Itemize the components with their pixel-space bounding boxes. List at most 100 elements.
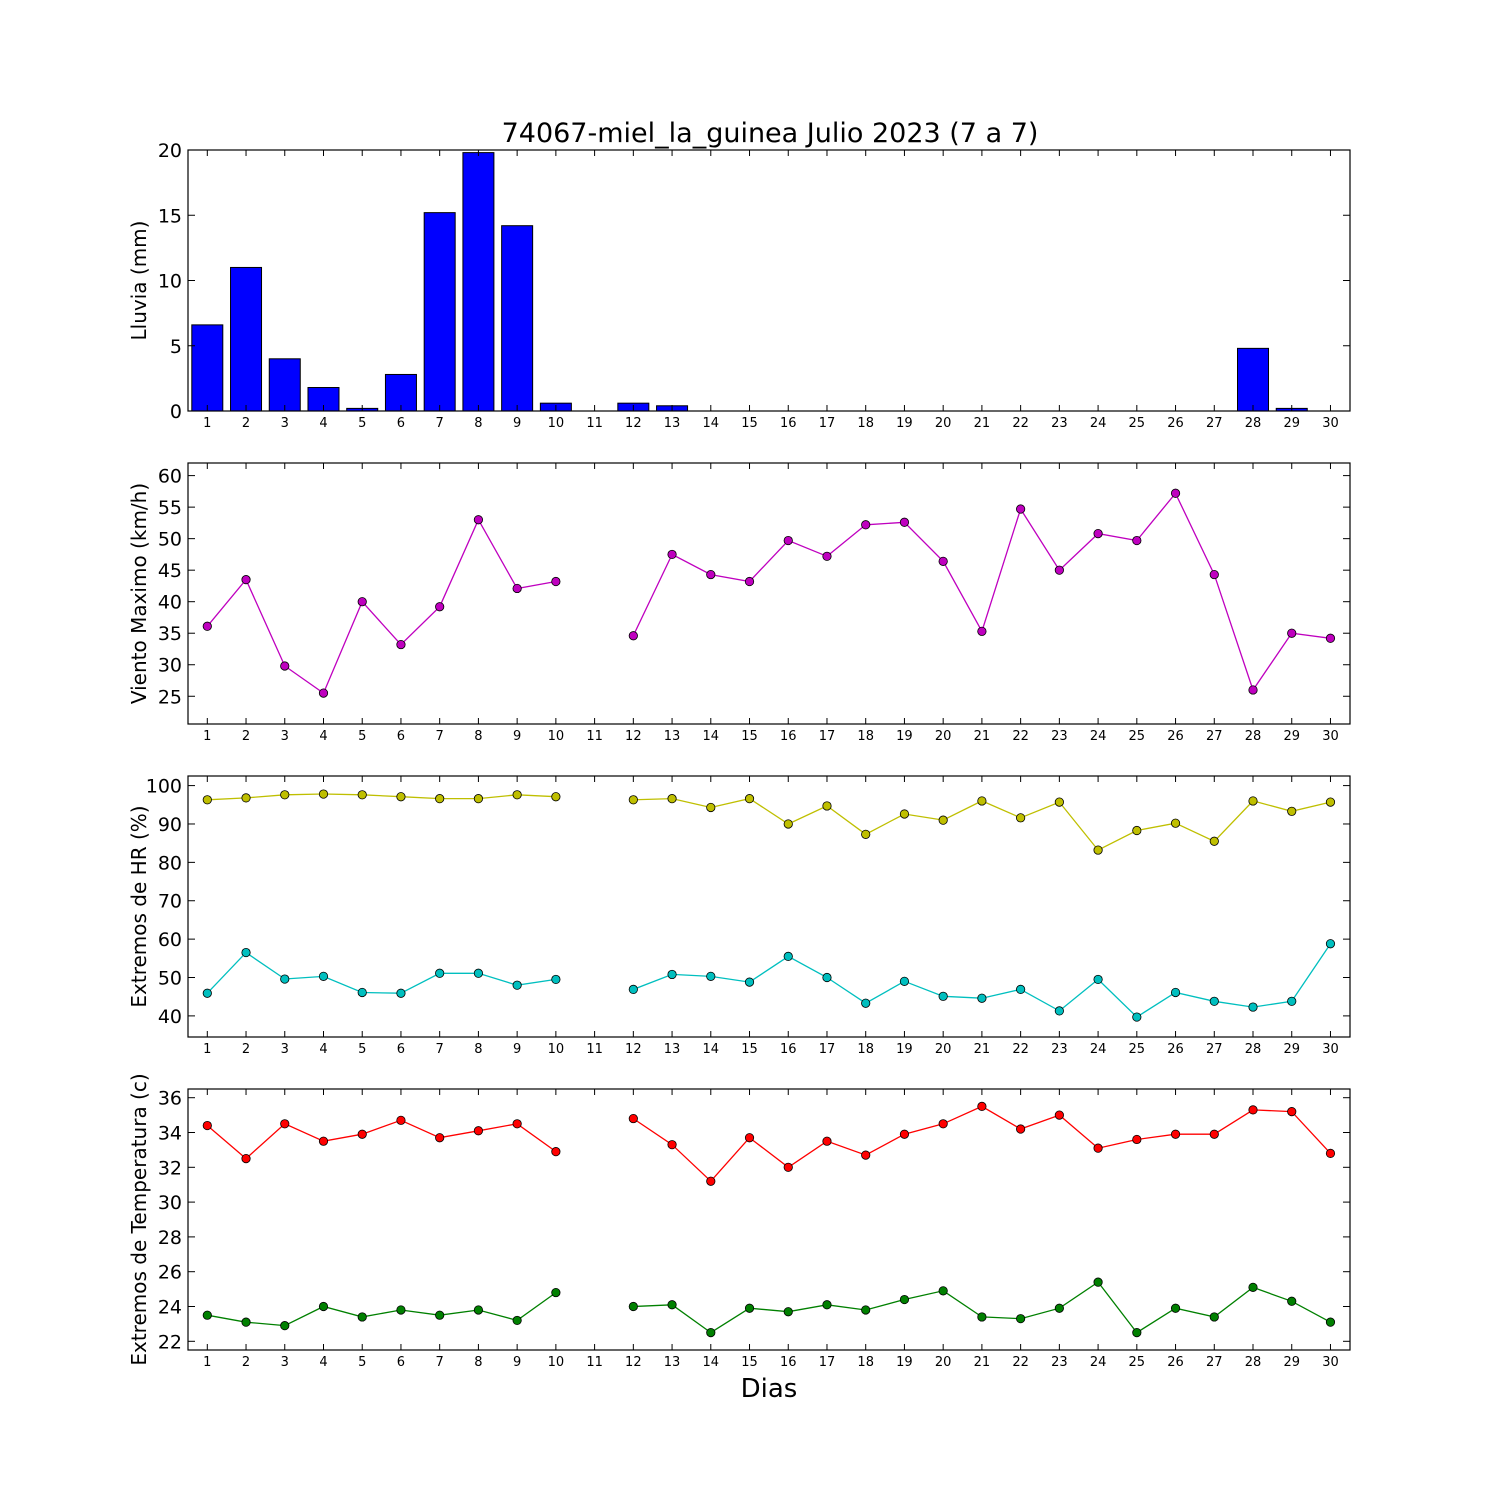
data-point	[512, 980, 522, 990]
x-tick-label: 30	[1322, 1355, 1339, 1370]
data-point	[202, 1310, 212, 1320]
x-tick-label: 1	[203, 1042, 211, 1057]
data-point	[667, 1140, 677, 1150]
data-point	[357, 790, 367, 800]
x-tick-label: 30	[1322, 729, 1339, 744]
data-point	[318, 1136, 329, 1146]
data-point	[1170, 1303, 1181, 1313]
x-tick-label: 3	[281, 729, 289, 744]
x-tick-label: 6	[397, 1042, 405, 1057]
x-tick-label: 30	[1322, 416, 1339, 431]
data-point	[899, 517, 910, 527]
data-point	[512, 1315, 522, 1326]
x-tick-label: 19	[896, 1042, 913, 1057]
x-tick-label: 3	[281, 1355, 289, 1370]
rain-bar	[191, 324, 224, 412]
y-tick-label: 35	[158, 623, 182, 645]
x-tick-label: 11	[586, 729, 603, 744]
x-tick-label: 20	[935, 1042, 952, 1057]
series-line	[632, 1105, 1331, 1183]
data-point	[1248, 1282, 1258, 1292]
x-tick-label: 29	[1283, 1042, 1300, 1057]
x-tick-label: 12	[625, 729, 642, 744]
x-tick-label: 8	[474, 1042, 482, 1057]
x-tick-label: 24	[1090, 416, 1107, 431]
x-tick-label: 8	[474, 729, 482, 744]
data-point	[628, 1113, 638, 1124]
data-point	[744, 794, 755, 804]
x-tick-label: 26	[1167, 729, 1184, 744]
data-point	[1054, 565, 1064, 575]
rain-bar	[462, 152, 495, 412]
data-point	[783, 951, 793, 961]
data-point	[318, 1301, 329, 1312]
x-tick-label: 22	[1012, 729, 1029, 744]
data-point	[628, 795, 638, 805]
data-point	[1170, 488, 1181, 498]
data-point	[396, 1115, 406, 1125]
data-point	[1287, 628, 1297, 638]
data-point	[1325, 633, 1336, 643]
y-tick-label: 20	[158, 140, 182, 162]
data-point	[396, 639, 406, 650]
data-point	[667, 549, 677, 560]
data-point	[473, 515, 484, 525]
data-point	[783, 535, 793, 546]
data-point	[938, 815, 948, 825]
data-point	[1016, 984, 1026, 995]
series-1	[202, 1277, 1336, 1338]
y-tick-label: 5	[170, 336, 182, 358]
x-tick-label: 26	[1167, 416, 1184, 431]
data-point	[1016, 813, 1026, 823]
x-tick-label: 29	[1283, 1355, 1300, 1370]
series-line	[207, 1292, 557, 1327]
x-tick-label: 14	[703, 1042, 720, 1057]
data-point	[1132, 1012, 1142, 1022]
data-point	[938, 556, 948, 566]
data-point	[1287, 806, 1297, 816]
x-tick-label: 8	[474, 416, 482, 431]
x-tick-label: 23	[1051, 1042, 1068, 1057]
x-tick-label: 5	[358, 1355, 366, 1370]
data-point	[1132, 825, 1142, 836]
y-tick-label: 28	[158, 1227, 182, 1249]
x-tick-label: 4	[319, 416, 327, 431]
y-tick-label: 10	[158, 271, 182, 293]
data-point	[357, 987, 367, 998]
x-tick-label: 18	[857, 1042, 874, 1057]
data-point	[706, 1328, 716, 1338]
data-point	[783, 1307, 793, 1317]
data-point	[744, 576, 755, 587]
x-tick-label: 9	[513, 416, 521, 431]
x-tick-label: 11	[586, 1355, 603, 1370]
data-point	[744, 977, 755, 987]
data-point	[1325, 797, 1336, 807]
data-point	[744, 1303, 755, 1313]
x-tick-label: 2	[242, 729, 250, 744]
x-tick-label: 12	[625, 1355, 642, 1370]
data-point	[861, 1150, 871, 1160]
data-point	[938, 1119, 948, 1129]
series-0	[202, 1101, 1336, 1186]
data-point	[938, 1286, 948, 1296]
y-tick-label: 36	[158, 1088, 182, 1110]
y-tick-label: 22	[158, 1331, 182, 1353]
x-tick-label: 21	[974, 729, 991, 744]
x-tick-label: 1	[203, 729, 211, 744]
x-tick-label: 10	[548, 1355, 565, 1370]
data-point	[551, 576, 561, 587]
data-point	[1248, 796, 1258, 806]
x-tick-label: 23	[1051, 729, 1068, 744]
data-point	[861, 1305, 871, 1315]
data-point	[241, 575, 251, 585]
data-point	[1170, 987, 1181, 998]
rain-bar	[268, 358, 301, 412]
data-point	[861, 998, 871, 1008]
data-point	[1287, 1296, 1297, 1306]
x-tick-label: 20	[935, 416, 952, 431]
x-tick-label: 16	[780, 416, 797, 431]
x-tick-label: 17	[819, 729, 836, 744]
y-axis-label: Extremos de Temperatura (c)	[127, 1073, 151, 1365]
data-point	[1093, 529, 1103, 539]
